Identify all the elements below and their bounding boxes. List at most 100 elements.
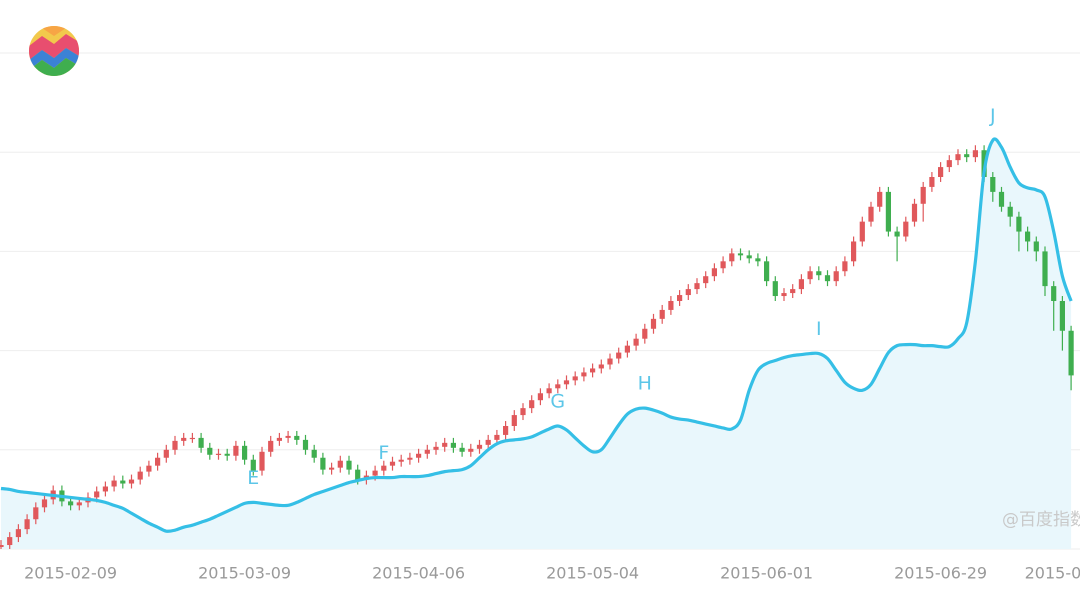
candle-body	[955, 154, 961, 161]
candle-body	[563, 380, 570, 385]
candle-body	[746, 255, 752, 259]
candle-body	[929, 177, 935, 187]
x-tick-label: 2015-05-04	[546, 564, 639, 583]
candle-body	[181, 437, 187, 441]
candle-body	[146, 465, 152, 472]
annotation: I	[816, 318, 822, 340]
candle-body	[320, 457, 326, 470]
candle-body	[755, 258, 761, 262]
candle-body	[946, 160, 952, 168]
candle-body	[137, 471, 143, 480]
candle-body	[372, 470, 378, 476]
candle-body	[1059, 301, 1065, 331]
candle-body	[772, 281, 778, 297]
candle-body	[790, 289, 796, 294]
candle-body	[94, 491, 100, 498]
candle-body	[485, 439, 491, 445]
candle-body	[1007, 206, 1013, 217]
candle-body	[938, 167, 944, 177]
candle-body	[1016, 216, 1022, 232]
candle-body	[624, 345, 630, 353]
candle-body	[590, 368, 596, 373]
candle-body	[598, 364, 604, 369]
candle-body	[903, 221, 909, 237]
candle-body	[424, 449, 430, 454]
candle-body	[842, 261, 848, 272]
candle-body	[433, 446, 439, 450]
candle-body	[781, 293, 787, 297]
candle-body	[33, 507, 39, 520]
candle-body	[868, 206, 874, 222]
candle-body	[1051, 286, 1057, 301]
candle-body	[877, 191, 883, 207]
candle-body	[703, 276, 709, 284]
candle-body	[729, 253, 735, 262]
candle-body	[250, 459, 256, 471]
watermark: @百度指数	[1002, 510, 1080, 530]
candle-body	[816, 271, 822, 276]
x-tick-label: 2015-06-29	[894, 564, 987, 583]
candle-body	[242, 445, 248, 460]
candle-body	[520, 408, 526, 416]
candle-body	[685, 289, 691, 296]
candle-body	[650, 318, 657, 329]
candle-body	[537, 393, 543, 401]
candle-body	[346, 460, 352, 470]
annotation: E	[247, 467, 259, 489]
candle-body	[476, 444, 483, 449]
candle-body	[355, 469, 361, 480]
candle-body	[546, 388, 552, 394]
candle-body	[859, 221, 865, 242]
candle-body	[964, 154, 970, 158]
candle-body	[7, 537, 13, 546]
candle-body	[555, 384, 561, 389]
candle-body	[581, 372, 587, 377]
candle-body	[511, 415, 517, 426]
candle-body	[15, 529, 21, 538]
candle-body	[572, 376, 578, 381]
annotation: F	[378, 442, 389, 464]
candle-body	[111, 480, 117, 487]
candle-body	[389, 461, 396, 466]
candle-body	[207, 447, 213, 455]
candle-body	[189, 437, 195, 440]
candle-body	[268, 440, 274, 452]
candle-body	[851, 241, 857, 262]
candle-body	[459, 447, 465, 452]
candle-body	[677, 295, 683, 301]
candle-body	[894, 231, 900, 237]
line-layer	[0, 137, 1073, 533]
candle-body	[398, 459, 404, 462]
index-line	[0, 137, 1073, 533]
x-tick-label: 2015-03-09	[198, 564, 291, 583]
candle-body	[172, 440, 178, 450]
candle-body	[885, 191, 891, 232]
candle-body	[668, 301, 674, 310]
x-tick-label: 2015-06-01	[720, 564, 813, 583]
candle-body	[920, 186, 926, 204]
annotation: H	[638, 373, 652, 395]
candle-body	[311, 449, 317, 458]
candle-body	[285, 435, 291, 438]
candle-body	[720, 261, 726, 269]
candle-body	[711, 268, 717, 277]
candle-body	[468, 448, 474, 452]
candle-body	[450, 442, 456, 448]
candle-body	[798, 279, 804, 290]
candle-body	[76, 502, 82, 506]
candle-body	[494, 434, 500, 440]
candle-body	[416, 453, 422, 458]
candle-body	[503, 425, 509, 435]
candle-body	[24, 519, 30, 530]
candle-body	[607, 358, 613, 365]
candle-body	[41, 499, 48, 508]
candles	[0, 145, 1074, 549]
candle-body	[990, 177, 996, 192]
annotation: G	[550, 390, 565, 412]
candle-body	[215, 453, 222, 455]
area-layer	[1, 138, 1072, 549]
line-area	[1, 138, 1072, 549]
annotation: J	[989, 105, 996, 127]
candle-body	[1068, 330, 1074, 376]
